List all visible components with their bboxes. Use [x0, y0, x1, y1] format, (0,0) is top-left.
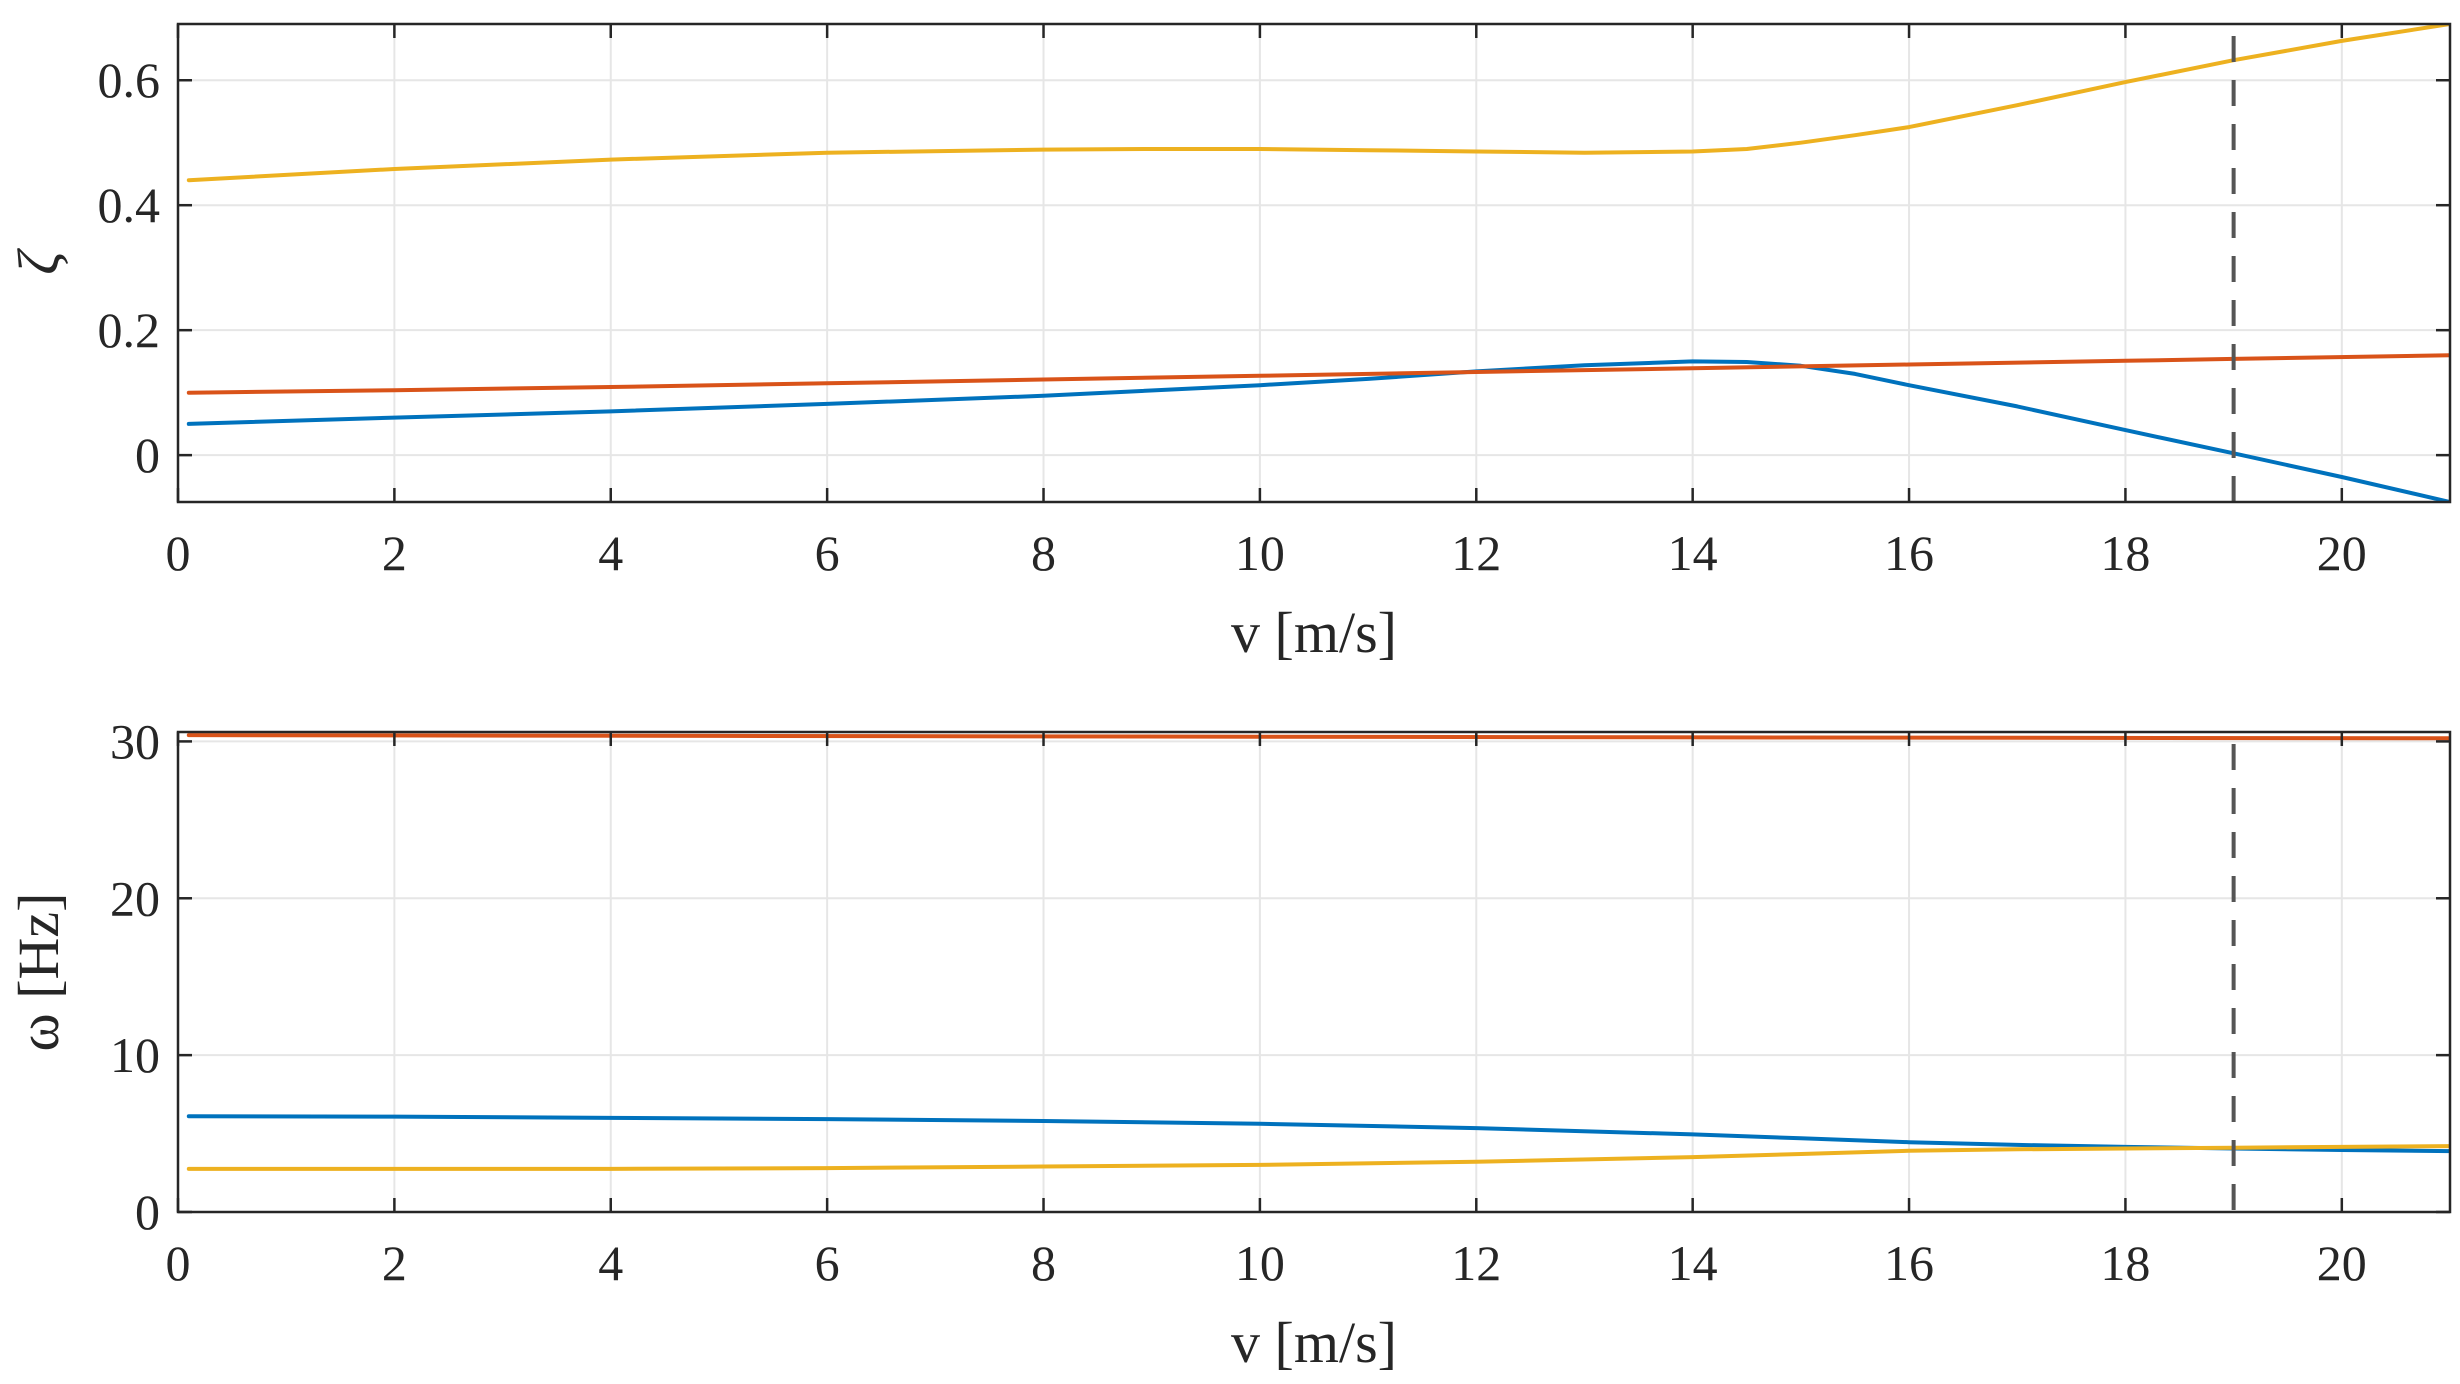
frequency-series-line-3 [186, 1144, 2450, 1171]
damping-x-tick-label: 4 [598, 525, 623, 581]
frequency-x-tick-label: 14 [1668, 1235, 1718, 1291]
frequency-x-tick-label: 10 [1235, 1235, 1285, 1291]
frequency-y-tick-label: 0 [135, 1184, 160, 1240]
frequency-x-tick-label: 12 [1451, 1235, 1501, 1291]
frequency-x-tick-label: 0 [166, 1235, 191, 1291]
frequency-y-tick-label: 10 [110, 1027, 160, 1083]
damping-x-tick-label: 12 [1451, 525, 1501, 581]
frequency-x-tick-label: 4 [598, 1235, 623, 1291]
damping-y-tick-label: 0.2 [98, 302, 161, 358]
frequency-y-tick-label: 20 [110, 870, 160, 926]
damping-series-line-3 [186, 24, 2450, 183]
damping-x-tick-label: 20 [2317, 525, 2367, 581]
damping-y-tick-label: 0.4 [98, 177, 161, 233]
damping-x-tick-labels: 0 2 4 6 8 10 12 14 16 18 20 [166, 525, 2367, 581]
damping-x-tick-label: 8 [1031, 525, 1056, 581]
damping-y-tick-label: 0.6 [98, 52, 161, 108]
frequency-y-tick-labels: 0 10 20 30 [110, 713, 160, 1240]
damping-x-tick-label: 6 [815, 525, 840, 581]
damping-x-tick-label: 0 [166, 525, 191, 581]
damping-grid [177, 24, 2450, 502]
damping-series-line-2 [186, 353, 2450, 395]
frequency-x-tick-label: 6 [815, 1235, 840, 1291]
damping-x-tick-label: 18 [2100, 525, 2150, 581]
frequency-x-tick-label: 16 [1884, 1235, 1934, 1291]
damping-series [186, 24, 2450, 502]
damping-ticks [176, 24, 2450, 502]
frequency-x-tick-label: 20 [2317, 1235, 2367, 1291]
damping-y-axis-label: ζ [6, 248, 71, 275]
frequency-chart: 0 2 4 6 8 10 12 14 16 18 20 0 10 20 30 v [m/s] ω [Hz] [6, 713, 2452, 1375]
frequency-x-tick-label: 8 [1031, 1235, 1056, 1291]
frequency-x-tick-labels: 0 2 4 6 8 10 12 14 16 18 20 [166, 1235, 2367, 1291]
damping-axes-box [176, 22, 2452, 504]
damping-y-tick-label: 0 [135, 427, 160, 483]
damping-series-line-1 [186, 359, 2450, 502]
frequency-y-tick-label: 30 [110, 713, 160, 769]
frequency-y-axis-label: ω [Hz] [6, 893, 71, 1052]
damping-chart: 0 2 4 6 8 10 12 14 16 18 20 0 0.2 0.4 0.6 v [m/s] ζ [6, 22, 2452, 665]
damping-x-tick-label: 14 [1668, 525, 1718, 581]
frequency-x-tick-label: 2 [382, 1235, 407, 1291]
damping-y-tick-labels: 0 0.2 0.4 0.6 [98, 52, 161, 483]
damping-x-tick-label: 16 [1884, 525, 1934, 581]
frequency-x-axis-label: v [m/s] [1231, 1310, 1397, 1375]
damping-x-tick-label: 2 [382, 525, 407, 581]
frequency-axes-box [176, 730, 2452, 1214]
frequency-x-tick-label: 18 [2100, 1235, 2150, 1291]
damping-x-tick-label: 10 [1235, 525, 1285, 581]
frequency-ticks [176, 732, 2450, 1214]
damping-x-axis-label: v [m/s] [1231, 600, 1397, 665]
